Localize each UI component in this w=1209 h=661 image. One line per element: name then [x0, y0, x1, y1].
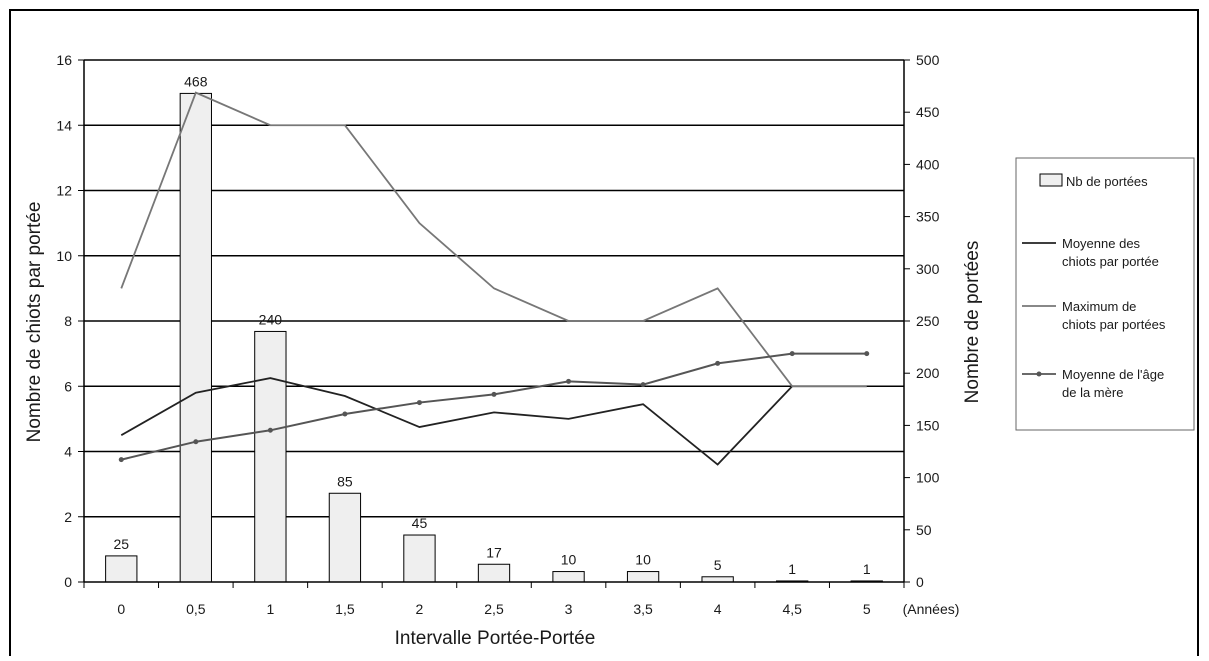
y-right-tick-label: 100: [916, 470, 940, 486]
y-left-tick-label: 14: [56, 117, 72, 133]
bar-data-label: 25: [113, 536, 129, 552]
line-marker: [342, 411, 348, 417]
line-marker: [566, 378, 572, 384]
legend-entry-text: Maximum de: [1062, 299, 1136, 314]
y-left-tick-label: 12: [56, 183, 72, 199]
y-right-tick-label: 200: [916, 365, 940, 381]
legend: Nb de portées Moyenne des chiots par porté…: [1015, 157, 1195, 431]
line-marker: [864, 351, 870, 357]
legend-entry-text: Moyenne de l'âge: [1062, 367, 1164, 382]
x-tick-label: 1,5: [335, 601, 355, 617]
line-1: [120, 377, 867, 466]
x-tick-label: 5: [863, 601, 871, 617]
line-marker: [789, 351, 795, 357]
y-right-tick-label: 150: [916, 417, 940, 433]
bar-data-label: 10: [635, 552, 651, 568]
bar-data-label: 240: [259, 311, 283, 327]
y-right-tick-label: 350: [916, 209, 940, 225]
chart-border: [9, 9, 1199, 656]
line-marker: [118, 457, 124, 463]
bar-data-label: 85: [337, 473, 353, 489]
bar-data-label: 5: [714, 557, 722, 573]
x-tick-label: 1: [266, 601, 274, 617]
bar: [328, 492, 362, 583]
legend-entry-text: chiots par portées: [1062, 317, 1166, 332]
x-tick-label: 4,5: [782, 601, 802, 617]
bar: [179, 92, 212, 583]
legend-box: [1015, 157, 1195, 431]
x-tick-label: 0: [117, 601, 125, 617]
x-axis-ticks: 0 0,5 1 1,5 2 2,5 3 3,5 4 4,5 5: [83, 582, 905, 617]
legend-swatch-marker: [1036, 371, 1042, 377]
bar: [477, 563, 511, 583]
legend-swatch-bar: [1039, 173, 1063, 187]
legend-entry-text: Nb de portées: [1066, 174, 1148, 189]
x-tick-label: 3: [565, 601, 573, 617]
y-left-tick-label: 2: [64, 509, 72, 525]
legend-entry-text: de la mère: [1062, 385, 1123, 400]
bar: [403, 534, 436, 583]
x-tick-label: 0,5: [186, 601, 206, 617]
x-tick-label: 3,5: [633, 601, 653, 617]
legend-entry-text: chiots par portée: [1062, 254, 1159, 269]
x-tick-label: 2,5: [484, 601, 504, 617]
y-right-tick-label: 50: [916, 522, 932, 538]
bar-series: [105, 92, 883, 583]
line-3: [121, 352, 867, 461]
line-marker: [491, 391, 497, 397]
bar: [552, 571, 585, 583]
y-left-axis-title: Nombre de chiots par portée: [24, 202, 45, 443]
line-marker: [715, 360, 721, 366]
bar-data-label: 1: [863, 561, 871, 577]
x-axis-title: Intervalle Portée-Portée: [395, 628, 596, 649]
y-left-tick-label: 0: [64, 574, 72, 590]
bar-data-label: 45: [412, 515, 428, 531]
bar-data-label: 1: [788, 561, 796, 577]
y-left-tick-label: 16: [56, 52, 72, 68]
y-right-axis-title: Nombre de portées: [962, 241, 983, 404]
legend-entry-text: Moyenne des: [1062, 236, 1141, 251]
bar-data-label: 468: [184, 73, 208, 89]
left-axis-ticks: 0 2 4 6 8 10 12 14 16: [56, 52, 84, 590]
y-right-tick-label: 300: [916, 261, 940, 277]
x-unit-label: (Années): [903, 601, 960, 617]
bar-data-label: 17: [486, 544, 502, 560]
bar: [626, 571, 660, 583]
line-2: [120, 91, 867, 388]
y-left-tick-label: 10: [56, 248, 72, 264]
bar-data-labels: 25 468 240 85 45 17 10 10 5 1 1: [113, 73, 870, 577]
y-left-tick-label: 4: [64, 444, 72, 460]
right-axis-ticks: 0 50 100 150 200 250 300 350 400 450 500: [904, 52, 940, 590]
x-tick-label: 4: [714, 601, 722, 617]
y-right-tick-label: 400: [916, 156, 940, 172]
y-right-tick-label: 500: [916, 52, 940, 68]
y-left-tick-label: 8: [64, 313, 72, 329]
x-tick-label: 2: [416, 601, 424, 617]
bar-data-label: 10: [561, 552, 577, 568]
y-right-tick-label: 450: [916, 104, 940, 120]
line-marker: [640, 382, 646, 388]
bar: [254, 330, 287, 583]
y-left-tick-label: 6: [64, 378, 72, 394]
bar: [701, 576, 734, 583]
y-right-tick-label: 0: [916, 574, 924, 590]
line-series: [118, 91, 870, 466]
bar: [105, 555, 138, 583]
gridlines: [84, 59, 904, 518]
line-marker: [267, 427, 273, 433]
line-marker: [193, 439, 199, 445]
line-marker: [416, 400, 422, 406]
y-right-tick-label: 250: [916, 313, 940, 329]
